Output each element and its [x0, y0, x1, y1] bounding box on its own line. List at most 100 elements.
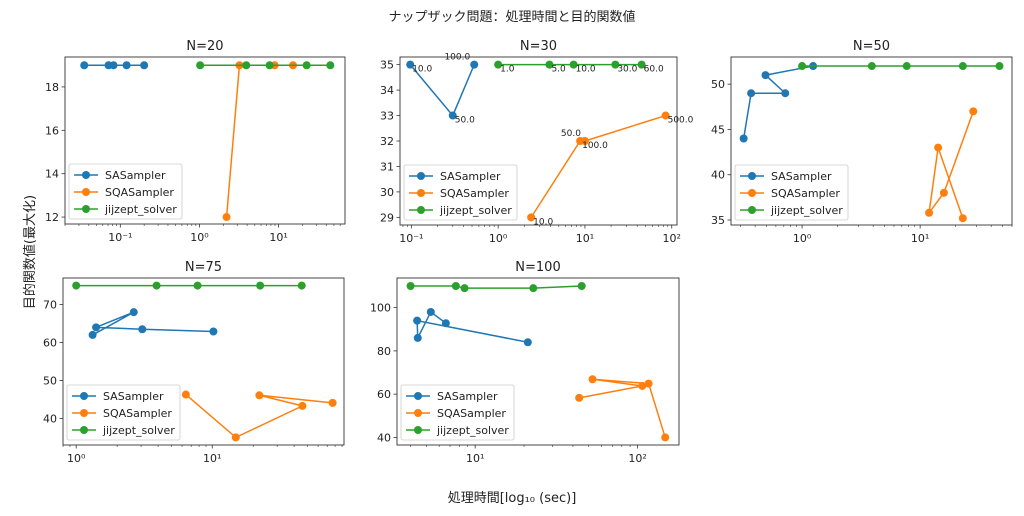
legend-box	[403, 164, 518, 221]
legend-entry: jijzept_solver	[436, 424, 509, 437]
axes-frame	[396, 277, 680, 446]
data-point	[302, 61, 311, 70]
y-tick-label: 60	[43, 337, 57, 350]
plot-area	[739, 62, 1004, 223]
series-line	[225, 64, 294, 218]
data-point	[569, 60, 578, 69]
y-tick-label: 32	[380, 135, 394, 148]
series-jijzept_solver	[72, 281, 306, 290]
data-point	[265, 61, 274, 70]
subplot-3: N=75 10⁰ 10¹ 40 50 60 70 SASampler SQASampler jij…	[43, 260, 345, 465]
data-label: 50.0	[455, 116, 475, 126]
y-axis-label: 目的関数値(最大化)	[22, 195, 38, 309]
data-point	[209, 327, 218, 336]
x-tick-label: 10¹	[203, 452, 221, 465]
data-point	[138, 325, 147, 334]
plot-area	[72, 281, 337, 442]
data-point	[747, 89, 756, 98]
legend: SASampler SQASampler jijzept_solver	[400, 384, 515, 441]
data-point	[181, 390, 190, 399]
series-SQASampler	[181, 390, 337, 442]
data-point	[152, 281, 161, 290]
legend-entry: SASampler	[437, 390, 498, 403]
series-SASampler	[88, 308, 218, 339]
y-tick-label: 40	[43, 412, 57, 425]
legend-marker	[80, 392, 88, 400]
legend-box	[734, 164, 849, 221]
y-tick-label: 60	[377, 388, 391, 401]
series-line	[185, 393, 333, 439]
subplot-2: N=50 10⁰ 10¹ 35 40 45 50 SASampler SQASampler jij…	[711, 39, 1013, 245]
data-point	[72, 281, 81, 290]
data-point	[523, 338, 532, 347]
legend-marker	[417, 206, 425, 214]
subplot-title: N=30	[520, 39, 557, 54]
series-jijzept_solver	[494, 60, 646, 69]
x-tick-label: 10⁻¹	[399, 232, 423, 245]
data-point	[611, 60, 620, 69]
data-point	[545, 60, 554, 69]
data-label: 60.0	[644, 65, 664, 75]
x-tick-label: 10¹	[911, 232, 929, 245]
data-point	[222, 213, 231, 222]
x-axis-label: 処理時間[log₁₀ (sec)]	[448, 491, 577, 506]
series-line	[416, 310, 528, 343]
y-tick-label: 18	[45, 81, 59, 94]
data-point	[588, 375, 597, 384]
y-tick-label: 45	[711, 123, 725, 136]
x-tick-label: 10¹	[466, 452, 484, 465]
axes-frame	[64, 56, 346, 225]
legend-marker	[82, 205, 90, 213]
series-SASampler	[80, 61, 149, 70]
series-SQASampler	[222, 61, 298, 222]
legend-marker	[80, 426, 88, 434]
data-point	[781, 89, 790, 98]
data-point	[88, 330, 97, 339]
x-tick-label: 10⁰	[793, 232, 812, 245]
data-point	[255, 391, 264, 400]
data-point	[448, 111, 457, 120]
data-point	[326, 61, 335, 70]
y-tick-label: 40	[711, 169, 725, 182]
x-tick-label: 10⁰	[67, 452, 86, 465]
data-point	[638, 381, 647, 390]
y-tick-label: 14	[45, 168, 59, 181]
y-tick-label: 12	[45, 211, 59, 224]
data-point	[637, 60, 646, 69]
legend-entry: SQASampler	[771, 187, 840, 200]
data-point	[644, 379, 653, 388]
data-point	[661, 433, 670, 442]
subplot-title: N=50	[853, 39, 890, 54]
legend-marker	[82, 188, 90, 196]
series-line	[92, 311, 214, 336]
series-jijzept_solver	[196, 61, 335, 70]
data-point	[129, 308, 138, 317]
series-jijzept_solver	[406, 282, 586, 293]
data-point	[939, 188, 948, 197]
legend-entry: SQASampler	[103, 407, 172, 420]
y-tick-label: 30	[380, 186, 394, 199]
legend-marker	[748, 206, 756, 214]
series-jijzept_solver	[798, 62, 1004, 71]
y-tick-label: 80	[377, 345, 391, 358]
legend-marker	[82, 171, 90, 179]
legend: SASampler SQASampler jijzept_solver	[68, 163, 183, 220]
legend-box	[400, 384, 515, 441]
data-point	[661, 111, 670, 120]
legend-marker	[414, 409, 422, 417]
y-tick-label: 31	[380, 160, 394, 173]
data-label: 30.0	[617, 65, 637, 75]
data-point	[577, 282, 586, 291]
legend-marker	[414, 426, 422, 434]
data-point	[798, 62, 807, 71]
data-point	[441, 319, 450, 328]
data-point	[494, 60, 503, 69]
y-tick-label: 35	[380, 59, 394, 72]
data-label: 50.0	[561, 129, 581, 139]
data-point	[196, 61, 205, 70]
data-point	[761, 71, 770, 80]
x-tick-label: 10⁰	[489, 232, 508, 245]
legend-marker	[748, 189, 756, 197]
data-point	[934, 143, 943, 152]
